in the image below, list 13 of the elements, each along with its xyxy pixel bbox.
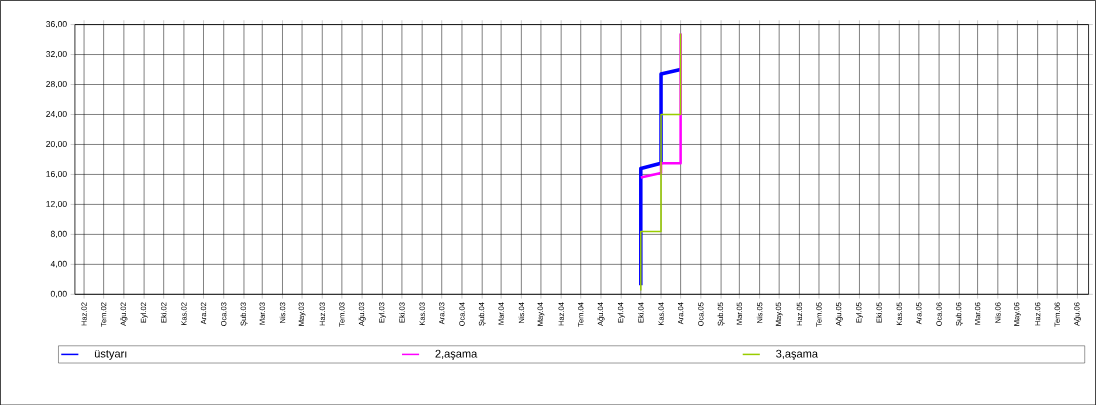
y-tick-label: 8,00	[50, 230, 67, 238]
y-tick-label: 0,00	[50, 290, 67, 298]
y-tick-label: 28,00	[46, 80, 67, 88]
y-tick-label: 4,00	[50, 260, 67, 268]
y-tick-label: 36,00	[46, 20, 67, 28]
legend-label: 3,aşama	[776, 349, 818, 360]
y-tick-label: 12,00	[46, 200, 67, 208]
y-tick-label: 24,00	[46, 110, 67, 118]
legend-label: 2,aşama	[435, 349, 478, 360]
y-tick-label: 20,00	[46, 140, 67, 148]
y-tick-label: 32,00	[46, 50, 67, 58]
legend-label: üstyarı	[94, 349, 127, 360]
y-tick-label: 16,00	[46, 170, 67, 178]
